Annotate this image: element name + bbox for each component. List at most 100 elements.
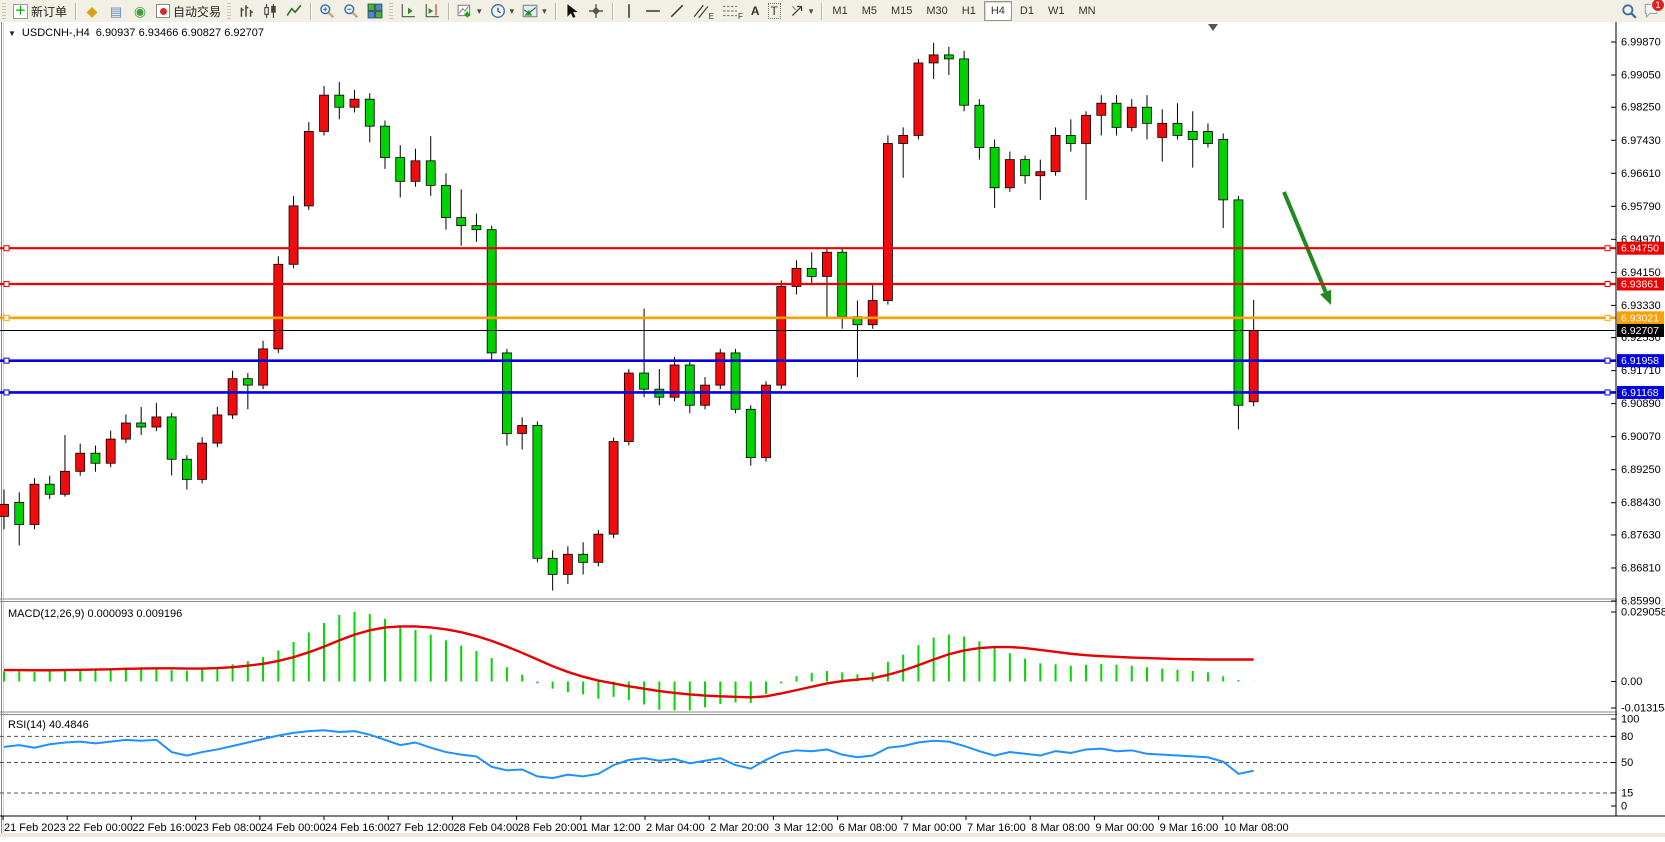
channel-tool-button[interactable]: E bbox=[689, 0, 718, 22]
candle-4[interactable] bbox=[60, 470, 70, 495]
candle-59[interactable] bbox=[898, 135, 909, 144]
candle-76[interactable] bbox=[1157, 122, 1168, 138]
candle-21[interactable] bbox=[319, 94, 329, 132]
timeframe-button-m15[interactable]: M15 bbox=[890, 5, 913, 17]
candle-7[interactable] bbox=[105, 438, 116, 464]
candle-69[interactable] bbox=[1050, 135, 1061, 173]
candle-80[interactable] bbox=[1218, 139, 1229, 201]
candle-13[interactable] bbox=[197, 442, 208, 480]
candlestick-chart-button[interactable] bbox=[258, 0, 282, 22]
indicators-button[interactable]: ▾ bbox=[453, 0, 486, 22]
cursor-button[interactable] bbox=[560, 0, 584, 22]
candle-35[interactable] bbox=[532, 425, 543, 559]
candle-18[interactable] bbox=[273, 263, 284, 350]
tile-windows-button[interactable] bbox=[363, 0, 387, 22]
candle-51[interactable] bbox=[776, 286, 787, 386]
chart-shift-marker-icon[interactable] bbox=[1208, 24, 1218, 31]
trend-arrow-annotation[interactable] bbox=[1282, 191, 1332, 305]
candle-66[interactable] bbox=[1004, 159, 1015, 189]
crosshair-button[interactable] bbox=[584, 0, 608, 22]
horizontal-line-tool-button[interactable] bbox=[641, 0, 665, 22]
candle-72[interactable] bbox=[1096, 102, 1107, 116]
candle-53[interactable] bbox=[806, 267, 817, 277]
timeframe-button-m5[interactable]: M5 bbox=[861, 5, 877, 17]
zoom-in-button[interactable] bbox=[315, 0, 339, 22]
candle-14[interactable] bbox=[212, 414, 223, 444]
zoom-out-button[interactable] bbox=[339, 0, 363, 22]
rsi-pane[interactable] bbox=[0, 729, 1616, 794]
candle-70[interactable] bbox=[1065, 135, 1076, 144]
candle-68[interactable] bbox=[1035, 171, 1046, 177]
candle-27[interactable] bbox=[410, 160, 421, 182]
candle-52[interactable] bbox=[791, 267, 802, 287]
candle-30[interactable] bbox=[456, 217, 467, 227]
timeframe-button-d1[interactable]: D1 bbox=[1019, 5, 1034, 17]
candle-45[interactable] bbox=[684, 364, 695, 406]
candle-40[interactable] bbox=[608, 441, 619, 535]
candle-71[interactable] bbox=[1081, 114, 1091, 144]
candle-44[interactable] bbox=[669, 364, 680, 398]
collapse-chart-icon[interactable]: ▼ bbox=[8, 28, 16, 38]
label-tool-button[interactable]: T bbox=[764, 0, 785, 22]
candle-17[interactable] bbox=[258, 348, 268, 386]
candle-34[interactable] bbox=[517, 425, 528, 434]
candle-12[interactable] bbox=[181, 458, 192, 480]
arrows-tool-button[interactable]: ▾ bbox=[785, 0, 818, 22]
timeframe-button-h4[interactable]: H4 bbox=[983, 1, 1012, 21]
candle-2[interactable] bbox=[29, 483, 40, 525]
candle-20[interactable] bbox=[303, 131, 314, 207]
candle-6[interactable] bbox=[90, 452, 101, 464]
new-order-button[interactable]: ＋ 新订单 bbox=[9, 0, 71, 22]
candle-50[interactable] bbox=[761, 384, 771, 459]
line-chart-button[interactable] bbox=[282, 0, 306, 22]
candle-54[interactable] bbox=[822, 251, 832, 277]
candle-9[interactable] bbox=[136, 422, 147, 428]
data-window-button[interactable]: ▤ bbox=[104, 0, 128, 22]
candle-28[interactable] bbox=[425, 160, 436, 186]
candle-23[interactable] bbox=[349, 98, 360, 108]
candle-38[interactable] bbox=[578, 553, 589, 563]
candle-82[interactable] bbox=[1248, 330, 1259, 403]
text-tool-button[interactable]: A bbox=[747, 0, 764, 22]
templates-button[interactable]: ▾ bbox=[518, 0, 551, 22]
candle-74[interactable] bbox=[1126, 106, 1137, 128]
candle-24[interactable] bbox=[364, 98, 375, 127]
navigator-button[interactable]: ◉ bbox=[128, 0, 152, 22]
candle-29[interactable] bbox=[441, 184, 451, 218]
candle-64[interactable] bbox=[974, 104, 985, 148]
trendline-tool-button[interactable] bbox=[665, 0, 689, 22]
notifications-button[interactable]: 1 bbox=[1643, 0, 1665, 21]
vertical-line-tool-button[interactable] bbox=[617, 0, 641, 22]
candle-3[interactable] bbox=[44, 483, 55, 495]
candle-32[interactable] bbox=[486, 229, 497, 354]
candle-75[interactable] bbox=[1142, 106, 1152, 124]
horizontal-lines-layer[interactable] bbox=[0, 245, 1616, 396]
candle-65[interactable] bbox=[989, 147, 1000, 189]
candle-26[interactable] bbox=[395, 157, 406, 182]
candle-22[interactable] bbox=[334, 94, 345, 108]
timeframe-button-mn[interactable]: MN bbox=[1078, 5, 1096, 17]
candle-58[interactable] bbox=[883, 143, 893, 301]
candle-57[interactable] bbox=[867, 300, 878, 326]
autotrade-button[interactable]: 自动交易 bbox=[152, 0, 225, 22]
candle-42[interactable] bbox=[639, 372, 649, 390]
timeframe-button-m1[interactable]: M1 bbox=[832, 5, 848, 17]
chart-shift-button[interactable] bbox=[420, 0, 444, 22]
candle-11[interactable] bbox=[166, 416, 177, 460]
macd-pane[interactable] bbox=[3, 611, 1255, 711]
candle-37[interactable] bbox=[562, 553, 573, 575]
candle-16[interactable] bbox=[242, 378, 253, 386]
candle-62[interactable] bbox=[943, 54, 954, 60]
candle-47[interactable] bbox=[715, 352, 726, 386]
candle-49[interactable] bbox=[745, 408, 756, 459]
candle-77[interactable] bbox=[1172, 122, 1183, 136]
candle-79[interactable] bbox=[1203, 131, 1213, 144]
candle-36[interactable] bbox=[547, 557, 558, 575]
search-icon[interactable] bbox=[1621, 3, 1637, 19]
candle-63[interactable] bbox=[959, 58, 970, 106]
fibonacci-tool-button[interactable]: F bbox=[718, 0, 747, 22]
candle-41[interactable] bbox=[623, 372, 634, 442]
market-watch-button[interactable]: ◆ bbox=[80, 0, 104, 22]
candle-0[interactable] bbox=[0, 503, 9, 517]
candle-78[interactable] bbox=[1187, 131, 1198, 140]
